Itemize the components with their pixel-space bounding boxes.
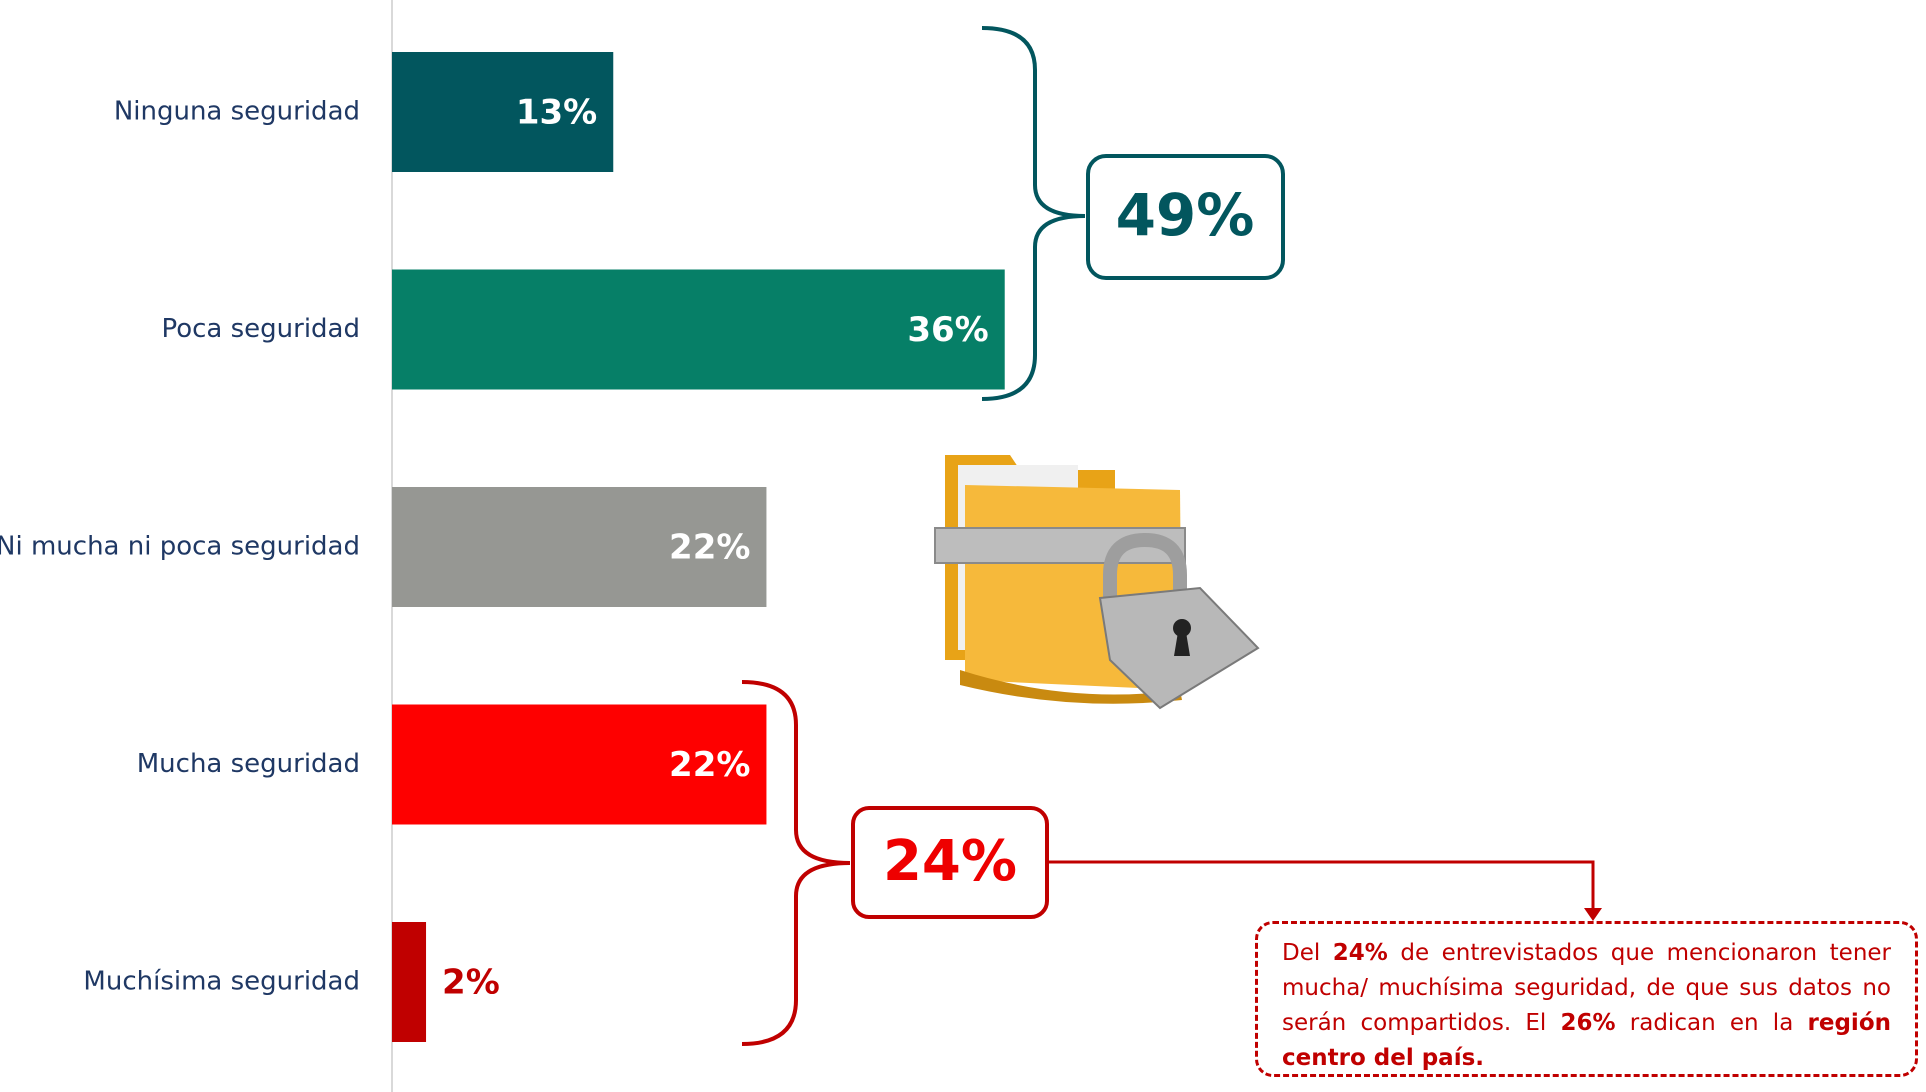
bracket [741,680,851,1046]
folder-icon [934,455,1260,710]
bar [392,269,1005,390]
note-text: región centro del país. [1282,1010,1891,1071]
category-label: Ni mucha ni poca seguridad [0,532,360,562]
value-label: 13% [516,93,597,133]
arrow-head [1584,908,1602,921]
connector [1047,860,1595,910]
value-label: 36% [907,310,988,350]
annotation: 24% [883,829,1017,894]
bar [392,52,614,172]
value-label: 2% [442,963,500,1003]
value-label: 22% [669,745,750,785]
note-text: radican en la [1615,1010,1808,1036]
bracket [981,26,1086,401]
note-text: de entrevistados que mencionaron tener m… [1282,940,1892,1036]
annotation: 49% [1116,181,1255,249]
bar [392,704,767,825]
note-text: 24% [1332,940,1388,966]
value-label: 22% [669,528,750,568]
annotation-box [1086,154,1285,280]
note-text: Del [1282,940,1333,966]
note: Del 24% de entrevistados que mencionaron… [1255,921,1918,1077]
category-label: Poca seguridad [161,314,360,344]
category-label: Muchísima seguridad [83,967,360,997]
category-label: Ninguna seguridad [114,97,360,127]
bar [392,922,427,1042]
note-text: 26% [1560,1010,1616,1036]
category-label: Mucha seguridad [137,749,360,779]
bar [392,487,767,607]
